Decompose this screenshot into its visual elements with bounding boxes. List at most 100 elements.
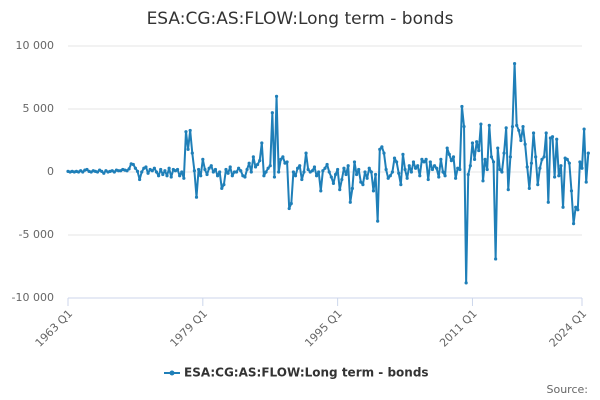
point	[454, 176, 458, 180]
point	[268, 164, 272, 168]
point	[125, 169, 129, 173]
point	[314, 174, 319, 178]
y-tick-label: 10 000	[16, 39, 55, 52]
point	[329, 175, 333, 179]
y-tick-label: -10 000	[12, 291, 54, 304]
point	[439, 157, 443, 161]
point	[536, 183, 540, 187]
point	[569, 189, 574, 193]
point	[344, 172, 348, 177]
point	[220, 186, 224, 190]
point	[515, 123, 519, 127]
point	[561, 205, 565, 209]
point	[272, 175, 277, 179]
point	[367, 166, 371, 170]
point	[534, 155, 538, 159]
point	[466, 172, 470, 177]
x-tick-label: 2024 Q1	[547, 307, 590, 350]
point	[287, 206, 291, 211]
point	[140, 170, 144, 174]
point	[150, 169, 154, 173]
point	[550, 135, 555, 139]
point	[243, 175, 247, 179]
point	[443, 174, 447, 178]
point	[251, 155, 255, 159]
point	[458, 167, 462, 172]
point	[407, 164, 411, 168]
point	[146, 171, 150, 175]
point	[184, 130, 188, 134]
point	[346, 164, 350, 168]
point	[298, 164, 302, 168]
point	[470, 141, 475, 145]
point	[321, 169, 325, 173]
point	[487, 123, 491, 127]
point	[489, 155, 494, 159]
point	[260, 141, 264, 145]
point	[477, 148, 481, 153]
point	[167, 166, 171, 170]
point	[159, 167, 163, 172]
point	[209, 164, 213, 168]
point	[279, 157, 283, 161]
point	[432, 164, 437, 168]
point	[325, 162, 329, 167]
legend-marker	[169, 370, 175, 376]
point	[418, 174, 422, 178]
point	[262, 174, 266, 178]
point	[371, 189, 376, 193]
point	[131, 162, 135, 167]
point	[540, 157, 544, 161]
point	[211, 170, 215, 174]
chart-title: ESA:CG:AS:FLOW:Long term - bonds	[147, 9, 454, 29]
point	[586, 151, 590, 155]
point	[472, 157, 477, 161]
point	[403, 167, 407, 172]
point	[376, 219, 380, 223]
point	[95, 170, 100, 174]
point	[378, 147, 382, 151]
point	[449, 159, 453, 163]
point	[249, 170, 253, 174]
point	[496, 146, 500, 150]
point	[331, 181, 336, 185]
point	[409, 170, 413, 174]
point	[203, 167, 207, 172]
point	[274, 94, 279, 98]
point	[435, 166, 439, 170]
point	[481, 179, 485, 183]
x-tick-label: 1979 Q1	[168, 307, 211, 350]
point	[485, 167, 489, 172]
point	[230, 174, 234, 178]
point	[460, 104, 464, 109]
point	[348, 200, 352, 204]
point	[523, 142, 527, 146]
point	[428, 160, 432, 164]
point	[323, 166, 327, 170]
point	[239, 169, 243, 173]
point	[100, 169, 104, 173]
point	[567, 161, 571, 165]
point	[317, 170, 321, 174]
point	[306, 167, 310, 172]
point	[127, 167, 131, 171]
point	[491, 160, 496, 164]
point	[135, 169, 140, 173]
point	[338, 188, 342, 192]
point	[197, 167, 201, 172]
point	[529, 161, 534, 165]
point	[519, 138, 523, 143]
point	[361, 183, 365, 187]
point	[584, 180, 588, 184]
point	[205, 172, 209, 177]
legend-label: ESA:CG:AS:FLOW:Long term - bonds	[184, 366, 429, 380]
point	[397, 171, 401, 175]
point	[199, 174, 203, 178]
point	[506, 188, 510, 192]
point	[182, 176, 186, 180]
point	[215, 174, 220, 178]
point	[479, 122, 483, 126]
point	[201, 157, 205, 161]
point	[327, 170, 331, 174]
point	[557, 174, 561, 178]
